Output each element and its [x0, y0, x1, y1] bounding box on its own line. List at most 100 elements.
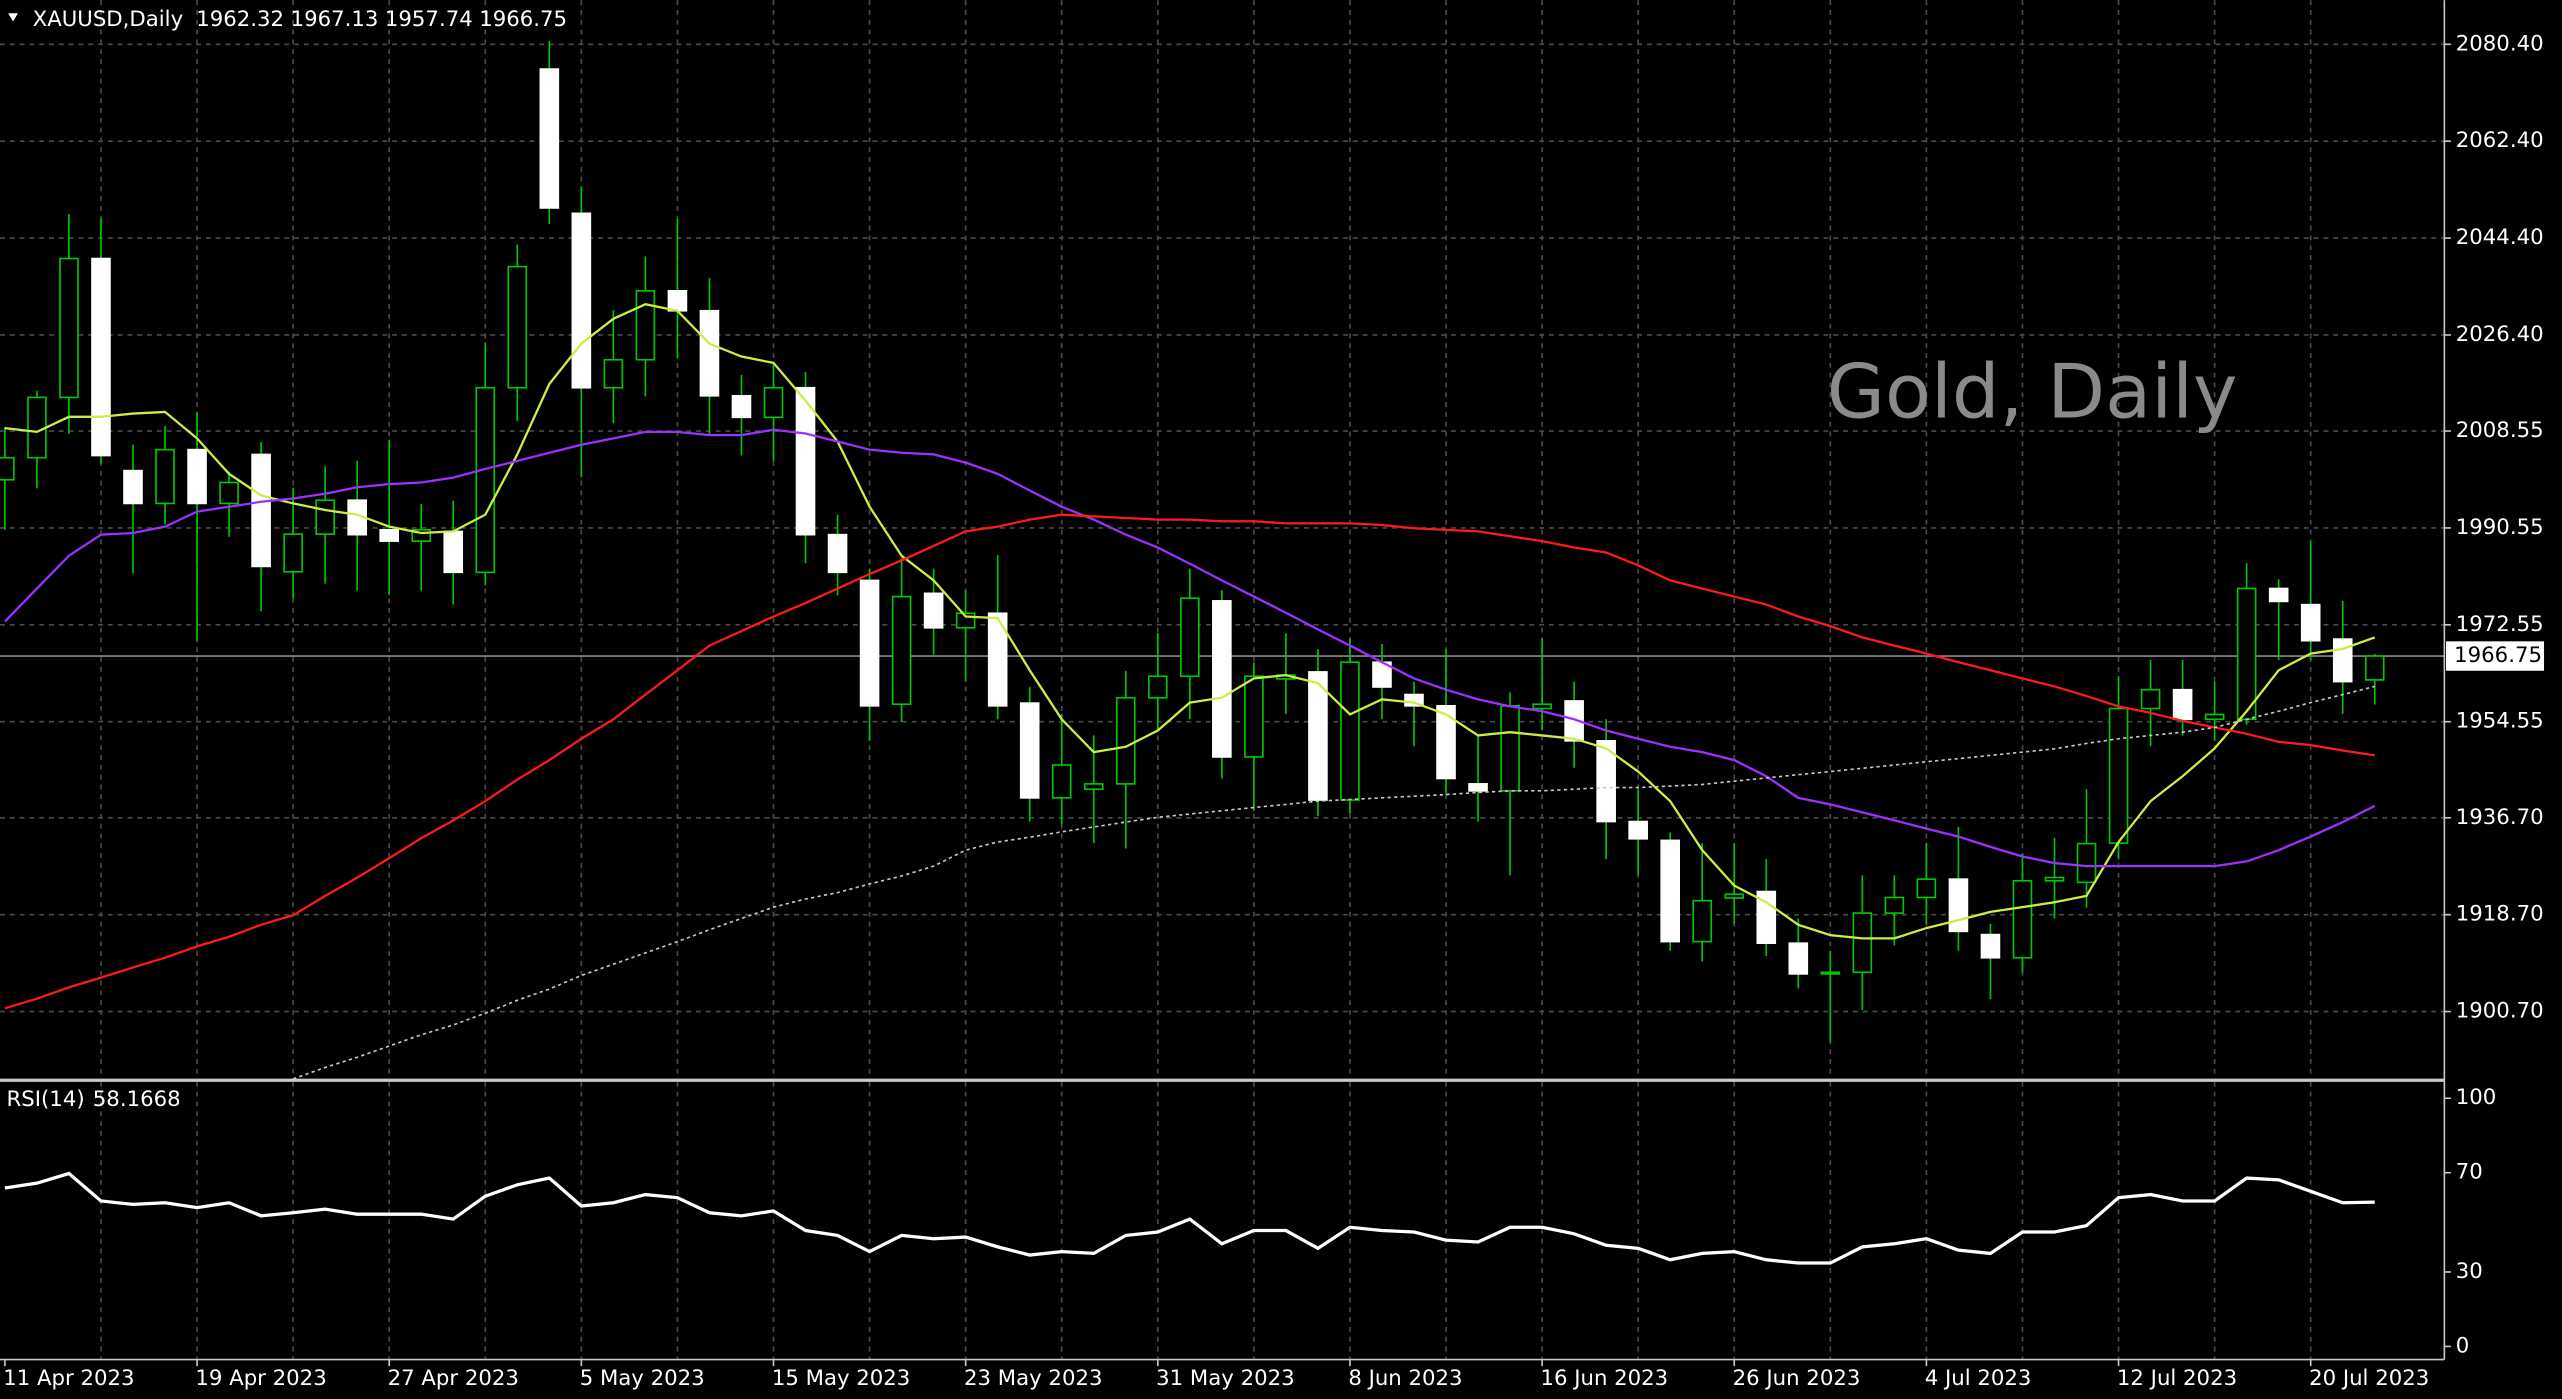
- x-tick-label: 31 May 2023: [1156, 1366, 1294, 1391]
- candle-body: [1404, 693, 1424, 707]
- x-tick-label: 12 Jul 2023: [2117, 1366, 2237, 1391]
- candle-body: [603, 358, 624, 389]
- x-tick-label: 8 Jun 2023: [1348, 1366, 1462, 1391]
- rsi-tick-label: 0: [2456, 1333, 2470, 1358]
- candle-body: [1500, 705, 1520, 792]
- candle-body: [1212, 600, 1232, 758]
- candle-body: [2268, 587, 2289, 603]
- candle-body: [2204, 713, 2225, 721]
- x-tick-label: 5 May 2023: [580, 1366, 705, 1391]
- candle-body: [1628, 820, 1648, 840]
- grid: [0, 0, 2445, 1360]
- y-tick-label: 2080.40: [2456, 31, 2544, 56]
- candle-body: [507, 265, 528, 389]
- x-tick-label: 19 Apr 2023: [195, 1366, 326, 1391]
- candle-body: [635, 290, 656, 361]
- watermark: Gold, Daily: [1827, 348, 2238, 436]
- candle-body: [443, 530, 464, 574]
- rsi-header: RSI(14) 58.1668: [7, 1087, 181, 1112]
- candle-body: [2108, 707, 2129, 844]
- candle-body: [891, 595, 912, 706]
- moving-average-line: [4, 428, 2376, 868]
- x-tick-label: 11 Apr 2023: [3, 1366, 134, 1391]
- candle-body: [1532, 703, 1552, 710]
- last-price-box: [2445, 641, 2545, 671]
- y-tick-label: 1990.55: [2456, 515, 2544, 540]
- candle-body: [1596, 739, 1616, 823]
- y-tick-label: 1936.70: [2456, 805, 2544, 830]
- moving-average-line: [4, 303, 2376, 940]
- candle-body: [1180, 597, 1200, 678]
- candle-body: [475, 386, 496, 574]
- rsi-tick-label: 30: [2456, 1259, 2483, 1284]
- candle-body: [763, 386, 784, 419]
- candle-body: [571, 212, 592, 389]
- candle-body: [1083, 783, 1104, 791]
- y-tick-label: 2008.55: [2456, 418, 2544, 443]
- y-tick-label: 1900.70: [2456, 999, 2544, 1024]
- last-price-label: 1966.75: [2454, 643, 2542, 668]
- candle-body: [795, 386, 816, 536]
- candle-body: [219, 481, 239, 505]
- candle-body: [1884, 896, 1905, 914]
- candle-body: [411, 529, 432, 542]
- candle-body: [699, 309, 720, 397]
- candle-body: [1564, 700, 1584, 742]
- candle-body: [187, 448, 207, 505]
- candle-body: [987, 612, 1008, 707]
- rsi-tick-label: 100: [2456, 1085, 2497, 1110]
- y-tick-label: 1972.55: [2456, 612, 2544, 637]
- y-tick-label: 2062.40: [2456, 128, 2544, 153]
- high-value: 1967.13: [291, 7, 379, 32]
- candle-body: [1147, 675, 1168, 699]
- candle-body: [1308, 671, 1328, 801]
- collapse-arrow[interactable]: [8, 13, 18, 22]
- candle-body: [1948, 878, 1969, 933]
- x-tick-label: 26 Jun 2023: [1733, 1366, 1861, 1391]
- moving-average-line: [4, 513, 2375, 1010]
- y-tick-label: 2044.40: [2456, 225, 2544, 250]
- candle-body: [1820, 971, 1841, 975]
- candle-body: [123, 469, 143, 505]
- candle-body: [827, 533, 848, 574]
- candle-body: [1115, 696, 1136, 785]
- candle-body: [0, 456, 15, 481]
- candle-body: [2012, 879, 2033, 959]
- candle-body: [1019, 702, 1040, 799]
- candle-body: [731, 394, 752, 419]
- rsi-value: 58.1668: [93, 1087, 181, 1112]
- candle-body: [1916, 878, 1937, 899]
- candle-body: [2140, 688, 2161, 710]
- candle-body: [1660, 839, 1681, 943]
- y-tick-label: 2026.40: [2456, 322, 2544, 347]
- close-value: 1966.75: [479, 7, 567, 32]
- axes: 2080.40 2062.40 2044.40 2026.40 2008.55 1990.…: [3, 31, 2545, 1391]
- candle-body: [2044, 876, 2065, 882]
- candle-body: [2172, 688, 2193, 721]
- rsi-label: RSI(14): [7, 1087, 85, 1112]
- x-tick-label: 4 Jul 2023: [1925, 1366, 2032, 1391]
- candle-body: [859, 579, 880, 707]
- candle-body: [923, 592, 944, 629]
- candle-body: [667, 290, 688, 312]
- candle-body: [1051, 764, 1072, 799]
- symbol: XAUUSD,Daily: [33, 7, 183, 32]
- candle-body: [1340, 661, 1360, 801]
- candle-body: [539, 68, 560, 209]
- candle-body: [1852, 912, 1873, 974]
- candle-body: [91, 257, 111, 457]
- rsi-tick-label: 70: [2456, 1160, 2483, 1185]
- x-tick-label: 23 May 2023: [964, 1366, 1102, 1391]
- open-value: 1962.32: [196, 7, 284, 32]
- candle-body: [1436, 705, 1456, 780]
- rsi-line: [4, 1171, 2375, 1265]
- x-tick-label: 20 Jul 2023: [2309, 1366, 2429, 1391]
- candle-body: [2076, 842, 2097, 884]
- candle-body: [283, 533, 303, 573]
- candle-body: [251, 453, 271, 568]
- y-tick-label: 1918.70: [2456, 902, 2544, 927]
- x-tick-label: 15 May 2023: [772, 1366, 910, 1391]
- candle-body: [2300, 603, 2321, 642]
- candle-body: [315, 499, 335, 535]
